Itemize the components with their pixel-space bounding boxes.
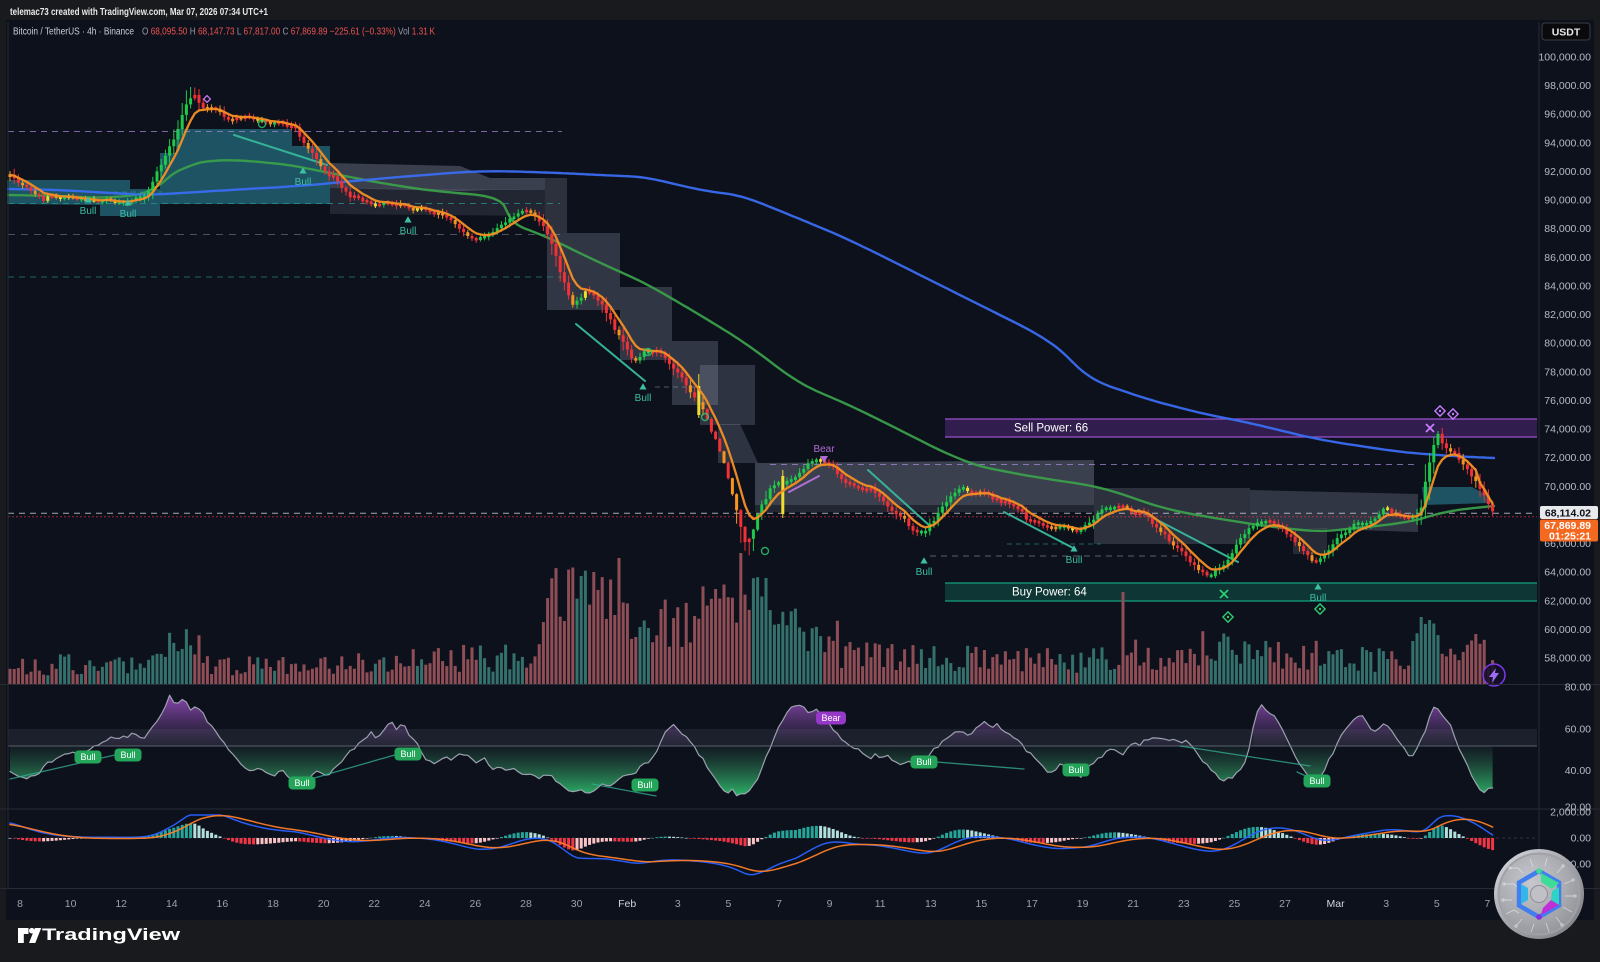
svg-text:88,000.00: 88,000.00 xyxy=(1544,223,1591,235)
svg-text:10: 10 xyxy=(65,898,77,910)
svg-text:Bull: Bull xyxy=(637,780,652,790)
svg-text:16: 16 xyxy=(217,898,229,910)
svg-text:20.00: 20.00 xyxy=(1565,802,1591,814)
svg-text:Bull: Bull xyxy=(295,177,312,188)
svg-text:23: 23 xyxy=(1178,898,1190,910)
svg-text:25: 25 xyxy=(1229,898,1241,910)
svg-text:60.00: 60.00 xyxy=(1565,724,1591,736)
svg-text:Bear: Bear xyxy=(821,713,840,723)
svg-text:80.00: 80.00 xyxy=(1565,682,1591,694)
svg-text:12: 12 xyxy=(115,898,127,910)
svg-text:96,000.00: 96,000.00 xyxy=(1544,109,1591,121)
svg-text:Mar: Mar xyxy=(1327,898,1346,910)
svg-text:TradingView: TradingView xyxy=(42,926,180,944)
svg-text:9: 9 xyxy=(827,898,833,910)
svg-text:3: 3 xyxy=(675,898,681,910)
svg-text:26: 26 xyxy=(470,898,482,910)
svg-text:86,000.00: 86,000.00 xyxy=(1544,252,1591,264)
svg-text:3: 3 xyxy=(1383,898,1389,910)
svg-text:18: 18 xyxy=(267,898,279,910)
svg-text:76,000.00: 76,000.00 xyxy=(1544,395,1591,407)
svg-text:19: 19 xyxy=(1077,898,1089,910)
svg-text:24: 24 xyxy=(419,898,431,910)
svg-text:Bull: Bull xyxy=(1068,765,1083,775)
svg-text:Bull: Bull xyxy=(1066,555,1083,566)
svg-text:28: 28 xyxy=(520,898,532,910)
svg-text:62,000.00: 62,000.00 xyxy=(1544,595,1591,607)
svg-text:2,000.00: 2,000.00 xyxy=(1550,807,1591,819)
svg-text:Bull: Bull xyxy=(1309,776,1324,786)
svg-text:84,000.00: 84,000.00 xyxy=(1544,281,1591,293)
svg-text:0.00: 0.00 xyxy=(1571,833,1592,845)
svg-text:72,000.00: 72,000.00 xyxy=(1544,452,1591,464)
svg-text:22: 22 xyxy=(368,898,380,910)
svg-text:60,000.00: 60,000.00 xyxy=(1544,624,1591,636)
svg-text:82,000.00: 82,000.00 xyxy=(1544,309,1591,321)
svg-text:Bull: Bull xyxy=(400,749,415,759)
svg-text:30: 30 xyxy=(571,898,583,910)
svg-text:20: 20 xyxy=(318,898,330,910)
svg-text:telemac73 created with Trading: telemac73 created with TradingView.com, … xyxy=(10,7,268,18)
svg-text:Buy Power: 64: Buy Power: 64 xyxy=(1012,587,1087,599)
svg-text:68,114.02: 68,114.02 xyxy=(1545,508,1591,520)
svg-text:Bull: Bull xyxy=(294,778,309,788)
svg-text:Bitcoin / TetherUS · 4h · Bina: Bitcoin / TetherUS · 4h · Binance xyxy=(13,27,134,38)
svg-text:17: 17 xyxy=(1026,898,1038,910)
svg-text:40.00: 40.00 xyxy=(1565,765,1591,777)
svg-text:Bull: Bull xyxy=(120,209,137,220)
svg-text:O 68,095.50 H 68,147.73 L 67: O 68,095.50 H 68,147.73 L 67,817.00 C 67… xyxy=(142,27,435,38)
svg-text:21: 21 xyxy=(1127,898,1139,910)
svg-text:Bull: Bull xyxy=(916,567,933,578)
svg-text:15: 15 xyxy=(976,898,988,910)
svg-text:64,000.00: 64,000.00 xyxy=(1544,567,1591,579)
svg-text:Sell Power: 66: Sell Power: 66 xyxy=(1014,423,1088,435)
svg-text:7: 7 xyxy=(1484,898,1490,910)
svg-text:92,000.00: 92,000.00 xyxy=(1544,166,1591,178)
svg-text:Bull: Bull xyxy=(80,206,97,217)
svg-text:11: 11 xyxy=(875,898,886,910)
svg-text:74,000.00: 74,000.00 xyxy=(1544,424,1591,436)
svg-text:13: 13 xyxy=(925,898,937,910)
svg-text:Bull: Bull xyxy=(635,393,652,404)
svg-text:01:25:21: 01:25:21 xyxy=(1549,531,1591,543)
svg-text:100,000.00: 100,000.00 xyxy=(1538,52,1591,64)
svg-text:78,000.00: 78,000.00 xyxy=(1544,366,1591,378)
svg-text:90,000.00: 90,000.00 xyxy=(1544,195,1591,207)
svg-text:67,869.89: 67,869.89 xyxy=(1544,520,1591,532)
svg-text:8: 8 xyxy=(17,898,23,910)
svg-text:Bull: Bull xyxy=(916,757,931,767)
svg-text:94,000.00: 94,000.00 xyxy=(1544,137,1591,149)
svg-text:5: 5 xyxy=(725,898,731,910)
svg-text:7: 7 xyxy=(776,898,782,910)
svg-text:70,000.00: 70,000.00 xyxy=(1544,481,1591,493)
svg-text:Feb: Feb xyxy=(618,898,636,910)
svg-text:Bull: Bull xyxy=(120,750,135,760)
svg-text:Bull: Bull xyxy=(1310,593,1327,604)
svg-text:14: 14 xyxy=(166,898,178,910)
svg-text:USDT: USDT xyxy=(1552,27,1581,39)
svg-text:Bull: Bull xyxy=(80,752,95,762)
svg-text:80,000.00: 80,000.00 xyxy=(1544,338,1591,350)
svg-text:98,000.00: 98,000.00 xyxy=(1544,80,1591,92)
svg-text:Bull: Bull xyxy=(400,226,417,237)
svg-text:5: 5 xyxy=(1434,898,1440,910)
svg-text:Bear: Bear xyxy=(813,444,835,455)
svg-text:58,000.00: 58,000.00 xyxy=(1544,653,1591,665)
svg-text:27: 27 xyxy=(1279,898,1291,910)
